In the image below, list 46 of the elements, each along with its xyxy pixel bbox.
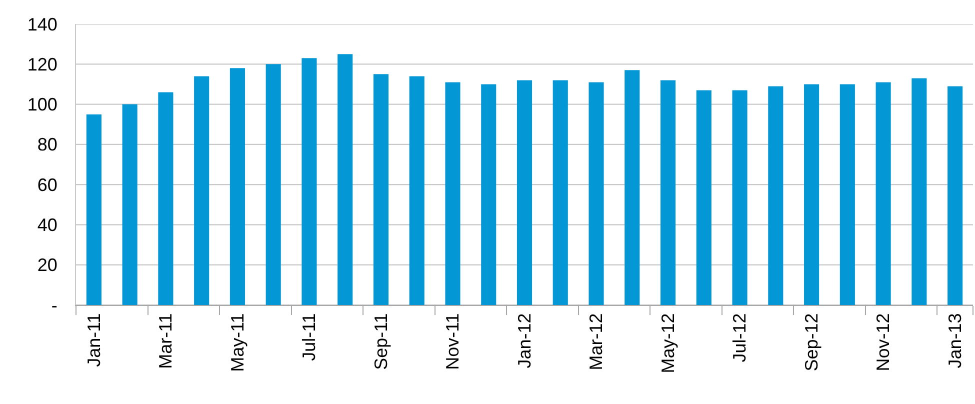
bar — [804, 84, 820, 305]
bar — [768, 86, 784, 305]
bar — [373, 74, 389, 305]
bar — [840, 84, 855, 305]
bar — [948, 86, 963, 305]
x-tick-label: Nov-12 — [873, 313, 894, 372]
bar — [660, 80, 676, 305]
bar — [158, 92, 174, 305]
x-tick-label: Sep-12 — [801, 313, 822, 372]
bar — [624, 70, 640, 305]
bar — [230, 68, 245, 305]
x-tick-label: Jan-12 — [514, 313, 534, 368]
bar — [86, 114, 102, 305]
bar — [552, 80, 568, 305]
bar — [732, 90, 748, 305]
bar — [338, 54, 353, 305]
y-tick-label: 40 — [37, 215, 58, 236]
x-tick-label: Mar-12 — [586, 313, 606, 370]
bar — [481, 84, 496, 305]
bar — [302, 58, 317, 305]
bar — [122, 104, 138, 305]
x-tick-label: May-11 — [227, 313, 248, 372]
y-tick-label: - — [51, 295, 58, 316]
x-tick-label: Jul-12 — [730, 313, 750, 362]
x-tick-label: May-12 — [658, 313, 678, 374]
y-tick-label: 120 — [27, 54, 58, 74]
bar — [266, 64, 281, 305]
x-tick-label: Jul-11 — [299, 313, 320, 361]
y-tick-label: 20 — [37, 255, 58, 276]
y-tick-label: 60 — [37, 174, 58, 195]
y-tick-label: 140 — [27, 14, 58, 34]
y-tick-label: 100 — [27, 94, 58, 115]
x-tick-label: Jan-11 — [84, 313, 104, 367]
bar — [445, 82, 460, 305]
bar — [588, 82, 604, 305]
bar — [194, 76, 210, 305]
y-tick-label: 80 — [37, 134, 58, 155]
bar — [516, 80, 532, 305]
x-tick-label: Nov-11 — [442, 313, 463, 370]
bar — [912, 78, 927, 305]
bar — [696, 90, 712, 305]
bar — [409, 76, 424, 305]
x-tick-label: Mar-11 — [156, 313, 176, 369]
x-tick-label: Jan-13 — [944, 313, 965, 368]
x-tick-label: Sep-11 — [370, 313, 391, 370]
bar — [876, 82, 891, 305]
